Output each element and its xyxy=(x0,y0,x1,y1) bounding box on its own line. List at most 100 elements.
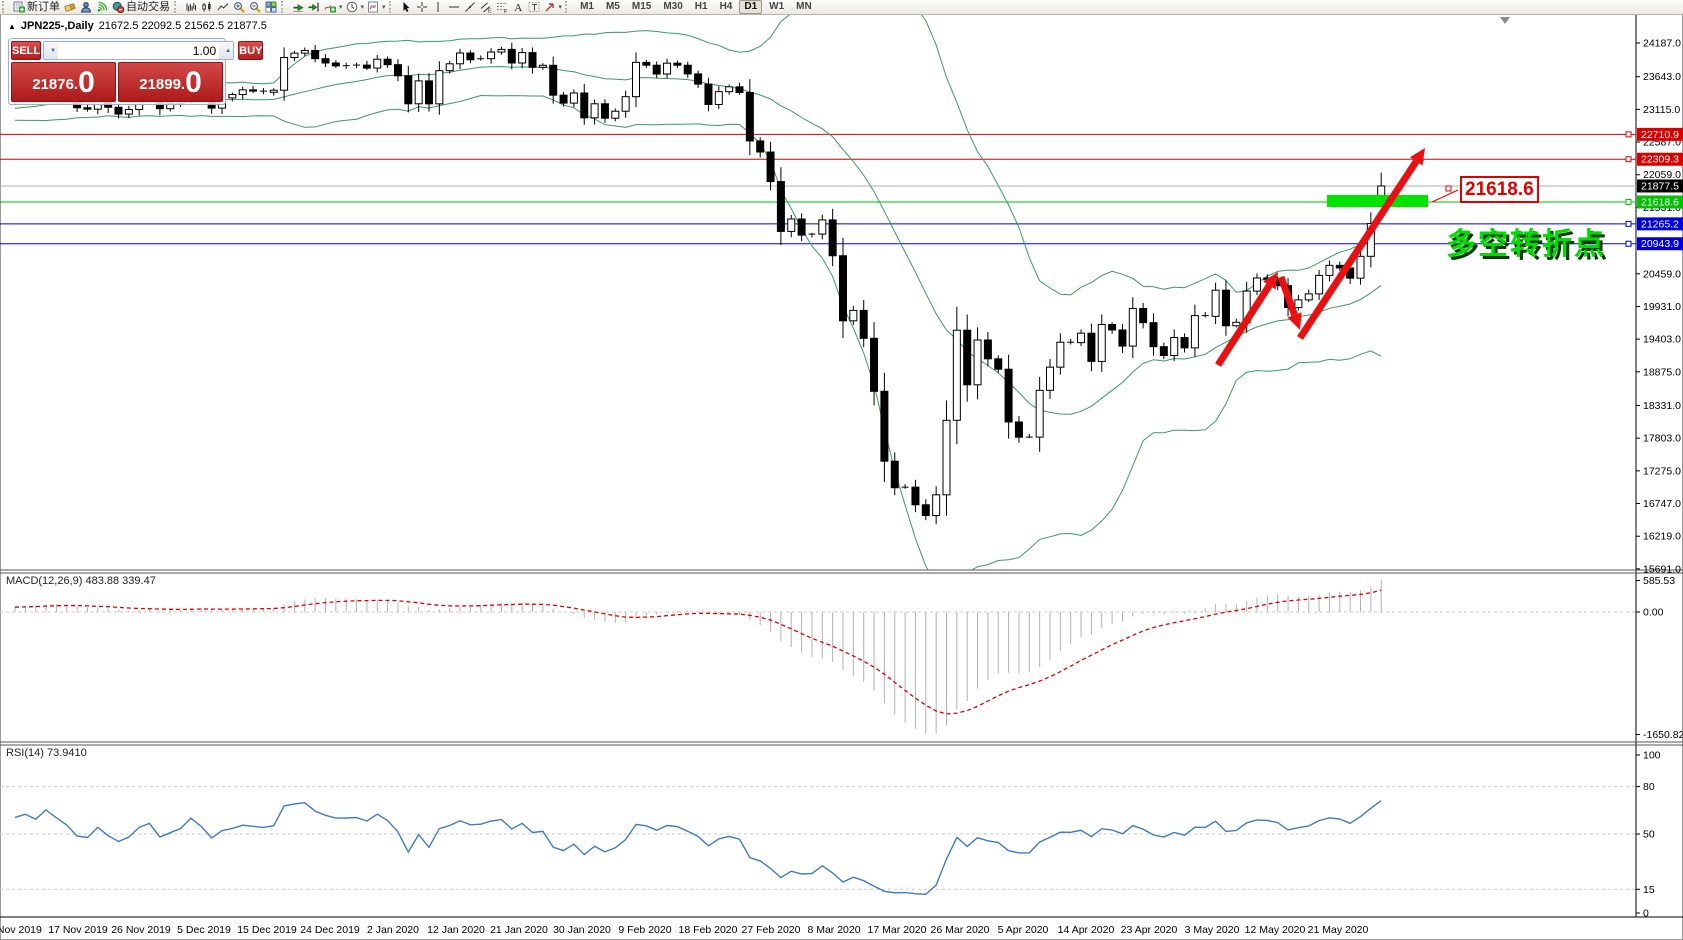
timeframe-m30-button[interactable]: M30 xyxy=(663,1,683,12)
timeframe-h4-button[interactable]: H4 xyxy=(719,1,733,12)
buy-button[interactable]: BUY xyxy=(238,41,264,60)
cursor-button[interactable] xyxy=(398,1,414,14)
svg-text:F: F xyxy=(504,9,508,13)
hline-button[interactable] xyxy=(446,1,462,14)
new-order-button[interactable]: 新订单 xyxy=(11,1,62,14)
profile-button[interactable] xyxy=(78,1,94,14)
svg-text:15 Dec 2019: 15 Dec 2019 xyxy=(237,924,297,936)
svg-text:8 Mar 2020: 8 Mar 2020 xyxy=(807,924,860,936)
timeframe-h1-button[interactable]: H1 xyxy=(694,1,708,12)
indicators-button[interactable] xyxy=(322,1,338,14)
sell-button[interactable]: SELL xyxy=(11,41,42,60)
tile-windows-button[interactable] xyxy=(263,1,279,14)
periods-dropdown-caret[interactable]: ▾ xyxy=(360,4,365,11)
macd-histogram xyxy=(14,580,1382,734)
svg-text:23 Apr 2020: 23 Apr 2020 xyxy=(1121,924,1178,936)
crosshair-button[interactable] xyxy=(414,1,430,14)
auto-scroll-button[interactable] xyxy=(290,1,306,14)
ohlc-values: 21672.5 22092.5 21562.5 21877.5 xyxy=(98,20,267,32)
volume-increase-button[interactable]: ▲ xyxy=(219,42,234,59)
chart-shift-marker[interactable] xyxy=(1500,17,1510,24)
text-label-button[interactable]: T xyxy=(526,1,542,14)
svg-text:16747.0: 16747.0 xyxy=(1643,498,1681,510)
chart-bars-button[interactable] xyxy=(183,1,199,14)
level-lines-layer[interactable] xyxy=(0,131,1636,247)
pivot-note-text[interactable]: 多空转折点 xyxy=(1446,228,1606,261)
vline-icon xyxy=(437,2,439,12)
eraser-button[interactable] xyxy=(62,1,78,14)
svg-text:23115.0: 23115.0 xyxy=(1643,104,1680,116)
timeframe-m5-button[interactable]: M5 xyxy=(605,1,620,12)
rsi-axis: 100 80 50 15 0 xyxy=(1636,750,1661,920)
fibonacci-button[interactable]: F xyxy=(494,1,510,14)
collapse-triangle-icon[interactable]: ▲ xyxy=(8,21,16,31)
svg-text:19403.0: 19403.0 xyxy=(1643,334,1681,346)
svg-text:30 Jan 2020: 30 Jan 2020 xyxy=(553,924,611,936)
svg-text:17275.0: 17275.0 xyxy=(1643,465,1681,477)
macd-signal-line xyxy=(14,589,1382,715)
volume-input[interactable] xyxy=(58,42,220,59)
zoom-out-icon xyxy=(250,2,261,13)
zoom-out-button[interactable] xyxy=(247,1,263,14)
arrows-dropdown-caret[interactable]: ▾ xyxy=(558,4,563,11)
tile-windows-icon xyxy=(265,1,277,13)
svg-text:-1650.82: -1650.82 xyxy=(1643,729,1683,741)
auto-scroll-icon xyxy=(293,4,304,12)
indicators-dropdown-caret[interactable]: ▾ xyxy=(339,4,343,11)
text-button[interactable]: A xyxy=(510,1,526,14)
svg-text:24187.0: 24187.0 xyxy=(1643,38,1681,50)
timeframe-mn-button[interactable]: MN xyxy=(796,1,812,12)
main-toolbar: 新订单 自动交易 ▾ ▾ ▾ E F A T ▾ M1 M5 M15 M30 H1 H4 D1 W1 MN xyxy=(0,0,1683,15)
templates-button[interactable] xyxy=(365,1,381,14)
timeframe-m1-button[interactable]: M1 xyxy=(580,1,594,12)
signal-button[interactable] xyxy=(94,1,110,14)
svg-text:26 Nov 2019: 26 Nov 2019 xyxy=(111,924,171,936)
trendline-button[interactable] xyxy=(462,1,478,14)
svg-text:22710.9: 22710.9 xyxy=(1641,129,1679,141)
svg-text:15691.0: 15691.0 xyxy=(1643,563,1681,575)
auto-trading-icon xyxy=(112,1,124,13)
buy-price-pip: 0 xyxy=(185,66,202,99)
svg-text:24 Dec 2019: 24 Dec 2019 xyxy=(300,924,360,936)
zoom-in-button[interactable] xyxy=(231,1,247,14)
svg-text:21 Jan 2020: 21 Jan 2020 xyxy=(490,924,548,936)
buy-price-tile[interactable]: 21899. 0 xyxy=(118,62,223,102)
timeframe-d1-button[interactable]: D1 xyxy=(739,0,763,14)
sell-price-tile[interactable]: 21876. 0 xyxy=(11,62,116,102)
new-order-label: 新订单 xyxy=(27,0,60,13)
svg-text:80: 80 xyxy=(1643,781,1655,793)
support-price-label[interactable]: 21618.6 xyxy=(1460,176,1539,203)
vline-button[interactable] xyxy=(430,1,446,14)
svg-text:585.53: 585.53 xyxy=(1643,575,1675,587)
chart-candles-button[interactable] xyxy=(199,1,215,14)
arrows-button[interactable] xyxy=(542,1,558,14)
svg-text:0.00: 0.00 xyxy=(1643,606,1664,618)
trend-arrows[interactable] xyxy=(1215,148,1425,367)
periods-button[interactable] xyxy=(344,1,360,14)
volume-decrease-button[interactable]: ▼ xyxy=(44,42,59,59)
svg-text:0: 0 xyxy=(1643,908,1649,920)
svg-text:12 Jan 2020: 12 Jan 2020 xyxy=(427,924,485,936)
svg-text:16219.0: 16219.0 xyxy=(1643,531,1681,543)
chart-shift-button[interactable] xyxy=(306,1,322,14)
chart-line-icon xyxy=(217,3,229,11)
volume-spinner: ▼ ▲ xyxy=(43,41,235,60)
svg-text:2 Jan 2020: 2 Jan 2020 xyxy=(367,924,419,936)
chart-bars-icon xyxy=(186,3,196,12)
templates-dropdown-caret[interactable]: ▾ xyxy=(382,4,386,11)
timeframe-m15-button[interactable]: M15 xyxy=(631,1,652,12)
svg-text:21 May 2020: 21 May 2020 xyxy=(1308,924,1369,936)
svg-text:T: T xyxy=(531,2,537,12)
support-zone-rectangle[interactable] xyxy=(1327,195,1428,207)
symbol-period-label: JPN225-,Daily xyxy=(20,20,94,32)
auto-trading-label: 自动交易 xyxy=(126,0,170,13)
chart-candles-icon xyxy=(202,2,211,12)
svg-text:12 May 2020: 12 May 2020 xyxy=(1245,924,1306,936)
macd-indicator-label: MACD(12,26,9) 483.88 339.47 xyxy=(6,575,156,587)
auto-trading-button[interactable]: 自动交易 xyxy=(110,1,172,14)
timeframe-w1-button[interactable]: W1 xyxy=(769,1,785,12)
svg-text:18875.0: 18875.0 xyxy=(1643,366,1681,378)
chart-line-button[interactable] xyxy=(215,1,231,14)
channel-button[interactable]: E xyxy=(478,1,494,14)
